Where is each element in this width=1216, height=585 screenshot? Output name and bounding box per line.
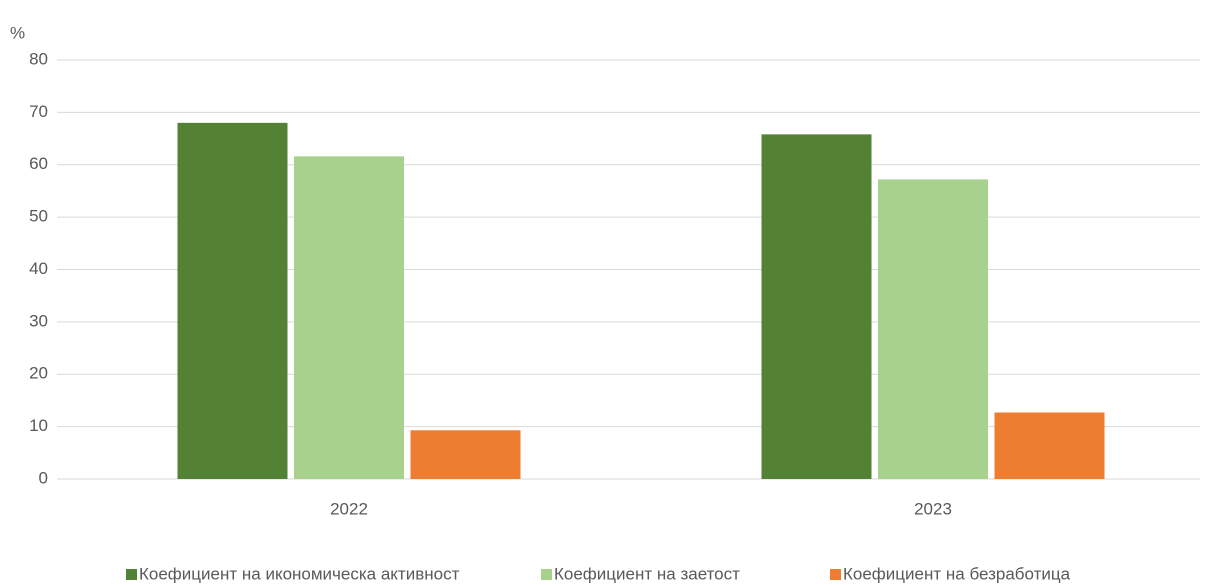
y-tick-label: 80 <box>29 49 48 68</box>
bar <box>878 179 988 480</box>
legend-swatch <box>126 569 137 580</box>
bar <box>294 156 404 479</box>
y-tick-label: 0 <box>39 468 48 487</box>
y-tick-label: 60 <box>29 154 48 173</box>
legend-label: Коефициент на безработица <box>843 564 1071 583</box>
bar <box>994 412 1105 479</box>
legend-swatch <box>830 569 841 580</box>
x-tick-label: 2022 <box>330 499 368 518</box>
y-tick-label: 30 <box>29 311 48 330</box>
y-tick-label: 70 <box>29 102 48 121</box>
legend-swatch <box>541 569 552 580</box>
bar <box>177 122 288 479</box>
y-tick-label: 10 <box>29 416 48 435</box>
legend-label: Коефициент на заетост <box>554 564 740 583</box>
y-axis-label: % <box>10 23 25 42</box>
y-tick-label: 40 <box>29 259 48 278</box>
y-tick-label: 20 <box>29 364 48 383</box>
x-tick-label: 2023 <box>914 499 952 518</box>
bar <box>410 430 521 479</box>
y-tick-label: 50 <box>29 207 48 226</box>
legend-label: Коефициент на икономическа активност <box>139 564 460 583</box>
bar <box>761 134 872 479</box>
